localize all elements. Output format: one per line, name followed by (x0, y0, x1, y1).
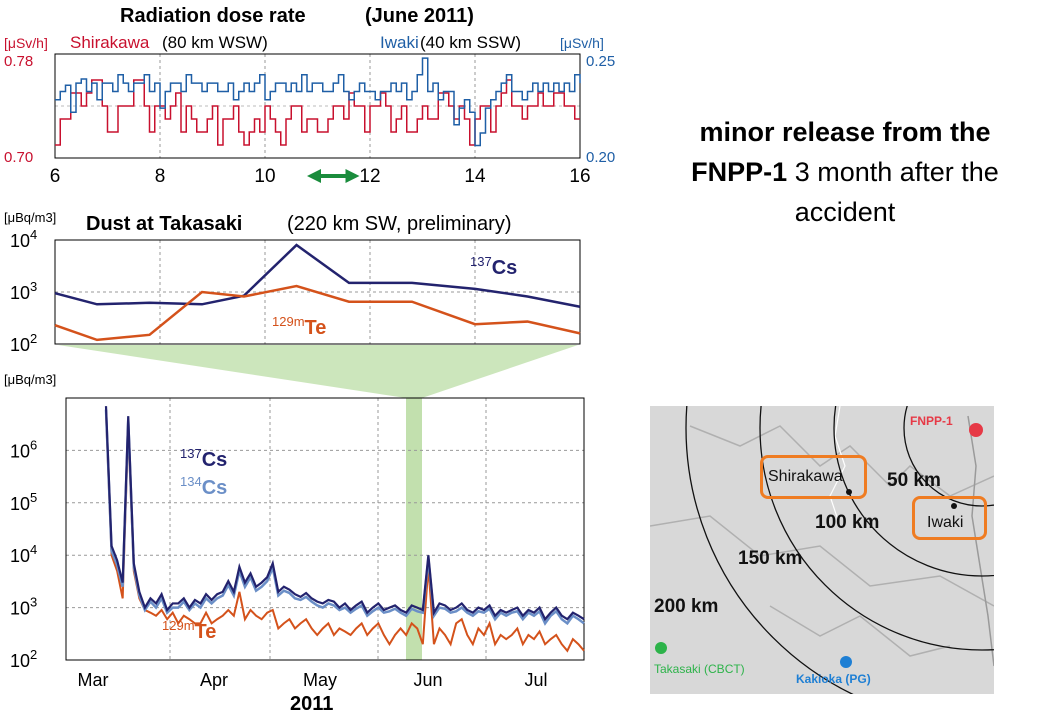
x-tick-label: 6 (50, 166, 61, 187)
panel-dose-rate: Radiation dose rate (June 2011) [μSv/h] … (4, 5, 615, 187)
takasaki-marker (655, 642, 667, 654)
caption-fnpp: FNPP-1 (691, 157, 788, 187)
green-double-arrow (307, 169, 360, 183)
ring-100km (833, 406, 994, 577)
map-label-takasaki: Takasaki (CBCT) (654, 662, 745, 676)
x-tick-label: 16 (569, 166, 590, 187)
map-svg (650, 406, 994, 694)
chart1-right-tick-bottom: 0.20 (586, 149, 615, 166)
fnpp-marker (969, 423, 983, 437)
series-cs137-dust-line (54, 243, 581, 308)
ring-200km (685, 406, 854, 694)
x-tick-label: Mar (78, 670, 109, 690)
y-tick-label: 103 (10, 595, 37, 619)
series-te129m-line (105, 413, 585, 653)
kakioka-marker (840, 656, 852, 668)
prefecture-border (769, 605, 951, 657)
legend-iwaki-name: Iwaki (380, 33, 419, 52)
ring-label-150km: 150 km (738, 548, 803, 569)
ring-label-200km: 200 km (654, 596, 719, 617)
y-tick-label: 105 (10, 490, 37, 514)
map-label-fnpp: FNPP-1 (910, 414, 953, 428)
x-tick-label: Jul (524, 670, 547, 690)
map-label-shirakawa: Shirakawa (768, 468, 843, 485)
x-tick-label: May (303, 670, 337, 690)
arrow-head-left (307, 169, 321, 183)
coastline (967, 415, 994, 667)
y-tick-label: 104 (10, 227, 37, 251)
arrow-head-right (345, 169, 360, 183)
iwaki-marker (951, 503, 957, 509)
x-tick-label: 10 (254, 166, 275, 187)
map-label-kakioka: Kakioka (PG) (796, 672, 871, 686)
ring-label-50km: 50 km (887, 470, 941, 491)
chart3-frame (65, 397, 585, 661)
x-tick-label: Apr (200, 670, 228, 690)
legend-iwaki-dist: (40 km SSW) (420, 33, 521, 52)
chart1-left-tick-bottom: 0.70 (4, 149, 33, 166)
y-tick-label: 103 (10, 279, 37, 303)
map-panel: FNPP-1 Shirakawa Iwaki 50 km 100 km 150 … (650, 406, 994, 694)
caption-line2: FNPP-1 3 month after the (650, 152, 1040, 192)
x-tick-label: 14 (464, 166, 486, 187)
prefecture-border (689, 425, 994, 497)
y-tick-label: 106 (10, 437, 37, 461)
label-te129m: 129mTe (162, 618, 216, 643)
annotation-caption: minor release from the FNPP-1 3 month af… (650, 112, 1040, 232)
chart3-unit: [μBq/m3] (4, 372, 56, 387)
chart1-right-tick-top: 0.25 (586, 53, 615, 70)
label-cs137: 137Cs (180, 446, 227, 471)
chart-canvas: Radiation dose rate (June 2011) [μSv/h] … (4, 5, 615, 715)
ring-label-100km: 100 km (815, 512, 880, 533)
chart1-left-tick-top: 0.78 (4, 53, 33, 70)
series-iwaki-line (55, 57, 581, 147)
chart3-x-ticks: Mar Apr May Jun Jul (78, 670, 548, 690)
june-highlight-band (406, 398, 422, 660)
prefecture-border (829, 406, 846, 527)
label-cs134: 134Cs (180, 474, 227, 499)
chart2-title: Dust at Takasaki (86, 213, 242, 235)
zoom-wedge (58, 345, 578, 398)
chart1-frame (54, 53, 581, 159)
legend-shirakawa-name: Shirakawa (70, 33, 150, 52)
chart3-grid (66, 398, 584, 660)
chart2-unit: [μBq/m3] (4, 210, 56, 225)
chart1-x-ticks: 6 8 10 12 14 16 (50, 166, 591, 187)
ring-150km (759, 406, 994, 651)
x-tick-label: 12 (359, 166, 380, 187)
map-label-iwaki: Iwaki (927, 514, 964, 531)
label-cs137-dust: 137Cs (470, 254, 517, 279)
series-cs137-line (104, 406, 585, 622)
prefecture-border (650, 515, 994, 607)
caption-line1: minor release from the (699, 117, 991, 147)
shirakawa-marker (846, 489, 852, 495)
chart2-frame (54, 239, 581, 345)
y-tick-label: 102 (10, 331, 37, 355)
ring-50km (903, 406, 994, 507)
x-tick-label: 8 (155, 166, 166, 187)
series-te129m-dust-line (54, 284, 581, 342)
x-tick-label: Jun (413, 670, 442, 690)
series-cs134-line (104, 409, 585, 626)
panel-dust-takasaki: [μBq/m3] Dust at Takasaki (220 km SW, pr… (4, 210, 581, 355)
iwaki-highlight-box (912, 496, 987, 540)
caption-line3: accident (794, 197, 896, 227)
chart1-right-unit: [μSv/h] (560, 35, 604, 51)
caption-line2-rest: 3 month after the (794, 157, 999, 187)
chart1-left-unit: [μSv/h] (4, 35, 48, 51)
label-te129m-dust: 129mTe (272, 314, 326, 339)
panel-long-term: [μBq/m3] 102 103 104 105 106 Mar Apr May Jun Jul… (4, 372, 585, 715)
chart3-year-label: 2011 (290, 693, 333, 715)
chart1-title: Radiation dose rate (120, 5, 306, 27)
shirakawa-highlight-box (760, 455, 867, 499)
chart2-title-suffix: (220 km SW, preliminary) (287, 213, 512, 235)
y-tick-label: 102 (10, 647, 37, 671)
legend-shirakawa-dist: (80 km WSW) (162, 33, 268, 52)
chart2-y-ticks: 102 103 104 (10, 227, 37, 355)
chart3-y-ticks: 102 103 104 105 106 (10, 437, 37, 671)
y-tick-label: 104 (10, 542, 37, 566)
chart1-title-period: (June 2011) (365, 5, 474, 27)
